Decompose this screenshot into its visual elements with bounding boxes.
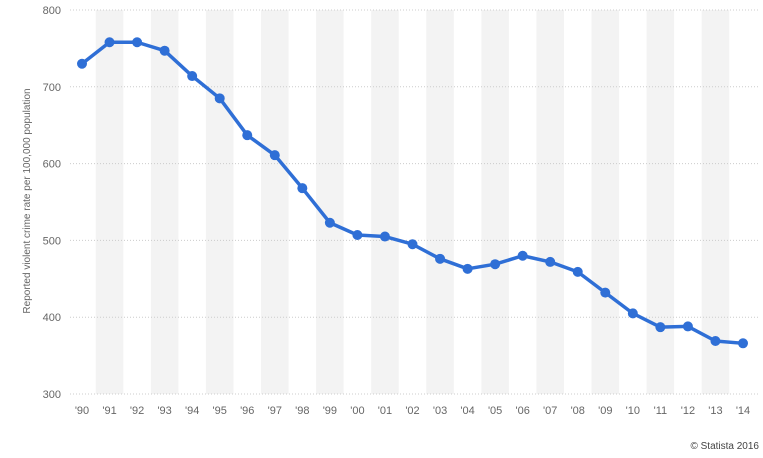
- data-point: [738, 338, 748, 349]
- data-point: [104, 37, 115, 48]
- column-band: [95, 10, 124, 394]
- data-point: [600, 287, 611, 298]
- column-band: [701, 10, 730, 394]
- x-tick-label: '03: [433, 405, 447, 417]
- data-point: [132, 37, 143, 48]
- x-tick-label: '92: [130, 405, 144, 417]
- data-point: [214, 93, 225, 104]
- column-band: [150, 10, 179, 394]
- x-tick-label: '96: [240, 405, 254, 417]
- data-point: [352, 230, 363, 241]
- column-band: [591, 10, 620, 394]
- y-tick-label: 400: [43, 312, 61, 324]
- data-point: [77, 58, 87, 69]
- series-layer: [77, 37, 748, 349]
- data-point: [297, 183, 308, 194]
- x-tick-label: '14: [736, 405, 750, 417]
- data-point: [710, 336, 721, 347]
- x-tick-label: '04: [460, 405, 474, 417]
- data-point: [490, 259, 501, 270]
- data-point: [655, 322, 666, 333]
- column-band: [481, 10, 509, 394]
- data-point: [379, 231, 390, 242]
- x-tick-label: '13: [708, 405, 722, 417]
- x-tick-label: '90: [75, 405, 89, 417]
- x-tick-label: '00: [350, 405, 364, 417]
- x-axis-ticks: '90 '91 '92 '93 '94 '95 '96 '97 '98 '99 '00 '01 '02 '…: [75, 405, 750, 417]
- y-tick-label: 500: [43, 235, 61, 247]
- source-credit: © Statista 2016: [690, 441, 759, 452]
- data-point: [545, 256, 556, 267]
- data-point: [572, 266, 583, 277]
- data-point: [269, 150, 280, 161]
- column-band: [646, 10, 675, 394]
- x-tick-label: '99: [323, 405, 337, 417]
- x-tick-label: '09: [598, 405, 612, 417]
- column-bands: [95, 10, 730, 394]
- x-tick-label: '93: [157, 405, 171, 417]
- data-point: [682, 321, 693, 332]
- y-tick-label: 600: [43, 159, 61, 171]
- column-band: [371, 10, 399, 394]
- y-axis-label: Reported violent crime rate per 100,000 …: [22, 88, 33, 313]
- x-tick-label: '98: [295, 405, 309, 417]
- x-tick-label: '97: [268, 405, 282, 417]
- data-point: [187, 71, 198, 82]
- data-point: [517, 250, 528, 261]
- column-band: [426, 10, 454, 394]
- x-tick-label: '10: [626, 405, 640, 417]
- x-tick-label: '95: [213, 405, 227, 417]
- series-line: [80, 40, 745, 346]
- y-axis-ticks: 300 400 500 600 700 800: [43, 5, 61, 401]
- x-tick-label: '06: [515, 405, 529, 417]
- x-tick-label: '12: [681, 405, 695, 417]
- y-tick-label: 300: [43, 389, 61, 401]
- y-tick-label: 700: [43, 82, 61, 94]
- y-tick-label: 800: [43, 5, 61, 17]
- x-tick-label: '02: [405, 405, 419, 417]
- data-point: [159, 45, 170, 56]
- data-point: [407, 239, 418, 250]
- column-band: [205, 10, 234, 394]
- x-tick-label: '01: [378, 405, 392, 417]
- data-point: [462, 263, 473, 274]
- data-point: [435, 253, 446, 264]
- data-point: [627, 308, 638, 319]
- x-tick-label: '91: [102, 405, 116, 417]
- x-tick-label: '94: [185, 405, 199, 417]
- data-point: [324, 217, 335, 228]
- column-band: [536, 10, 564, 394]
- column-band: [261, 10, 289, 394]
- data-point: [242, 130, 253, 141]
- x-tick-label: '11: [654, 405, 668, 417]
- x-tick-label: '08: [571, 405, 585, 417]
- x-tick-label: '07: [543, 405, 557, 417]
- x-tick-label: '05: [488, 405, 502, 417]
- column-band: [316, 10, 344, 394]
